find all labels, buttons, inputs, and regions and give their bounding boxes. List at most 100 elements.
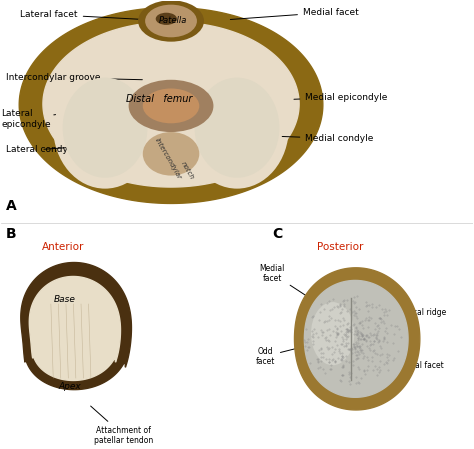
- Point: [375, 369, 383, 376]
- Point: [365, 302, 373, 309]
- Point: [357, 329, 365, 336]
- Point: [342, 357, 350, 364]
- Point: [362, 331, 369, 339]
- Point: [347, 329, 355, 336]
- Point: [362, 337, 370, 344]
- Point: [331, 357, 339, 365]
- Point: [350, 342, 357, 349]
- Point: [339, 361, 347, 368]
- Point: [356, 346, 364, 353]
- Point: [328, 343, 336, 350]
- Point: [316, 309, 324, 316]
- Point: [354, 335, 361, 342]
- Point: [363, 353, 371, 361]
- Point: [364, 357, 372, 364]
- Point: [353, 293, 361, 300]
- Point: [354, 354, 361, 361]
- Point: [319, 318, 327, 325]
- Point: [345, 369, 353, 376]
- Point: [371, 325, 379, 332]
- Point: [360, 349, 367, 357]
- Point: [334, 331, 342, 338]
- Point: [340, 317, 347, 324]
- Ellipse shape: [195, 78, 279, 178]
- Text: Posterior: Posterior: [318, 242, 364, 252]
- Text: Lateral condyle: Lateral condyle: [6, 145, 76, 154]
- Point: [383, 338, 391, 345]
- Text: Base: Base: [54, 295, 76, 304]
- Point: [360, 335, 367, 343]
- Point: [324, 318, 331, 325]
- Point: [314, 355, 321, 362]
- Text: Lateral facet: Lateral facet: [20, 10, 145, 19]
- Point: [369, 340, 377, 348]
- Point: [365, 307, 372, 314]
- Point: [315, 316, 322, 323]
- Text: Vertical ridge: Vertical ridge: [354, 308, 446, 338]
- Point: [342, 325, 350, 332]
- Point: [339, 371, 347, 379]
- Point: [343, 332, 350, 339]
- Point: [356, 319, 364, 326]
- Text: Medial epicondyle: Medial epicondyle: [294, 92, 388, 101]
- Point: [361, 371, 369, 378]
- Point: [355, 364, 362, 371]
- Ellipse shape: [138, 0, 204, 42]
- Point: [307, 359, 314, 366]
- Point: [301, 336, 308, 343]
- Point: [309, 337, 317, 344]
- Point: [346, 326, 354, 334]
- Point: [344, 326, 352, 334]
- Ellipse shape: [128, 80, 213, 132]
- Point: [344, 325, 351, 332]
- Point: [349, 345, 356, 352]
- Point: [360, 335, 368, 342]
- Point: [355, 355, 362, 362]
- Point: [353, 330, 361, 338]
- Point: [352, 344, 359, 351]
- Point: [364, 324, 371, 331]
- Point: [342, 335, 349, 343]
- Point: [326, 332, 334, 339]
- Point: [324, 300, 331, 307]
- Text: Intercondylar: Intercondylar: [155, 137, 183, 181]
- Point: [374, 365, 381, 373]
- Polygon shape: [21, 263, 131, 390]
- Point: [325, 359, 332, 366]
- Point: [372, 331, 380, 339]
- Ellipse shape: [63, 78, 147, 178]
- Point: [353, 352, 361, 359]
- Point: [337, 309, 345, 316]
- Point: [371, 338, 378, 345]
- Point: [357, 374, 365, 382]
- Point: [349, 361, 356, 369]
- Point: [314, 333, 322, 340]
- Point: [353, 312, 360, 319]
- Point: [342, 342, 350, 349]
- Point: [336, 309, 344, 317]
- Point: [352, 331, 360, 338]
- Point: [343, 327, 350, 335]
- Point: [325, 344, 333, 351]
- Point: [344, 333, 351, 340]
- Point: [333, 324, 341, 331]
- Point: [353, 347, 361, 354]
- Point: [379, 337, 386, 344]
- Point: [360, 366, 367, 374]
- Point: [380, 308, 388, 316]
- Point: [329, 327, 337, 335]
- Point: [333, 330, 340, 338]
- Point: [375, 302, 383, 309]
- Point: [389, 339, 397, 346]
- Point: [343, 297, 351, 304]
- Point: [385, 307, 392, 314]
- Point: [363, 367, 371, 374]
- Point: [359, 335, 367, 342]
- Point: [350, 330, 358, 337]
- Point: [350, 293, 358, 300]
- Point: [356, 328, 364, 335]
- Point: [369, 367, 377, 374]
- Point: [380, 312, 388, 319]
- Text: B: B: [6, 227, 17, 242]
- Point: [327, 362, 335, 369]
